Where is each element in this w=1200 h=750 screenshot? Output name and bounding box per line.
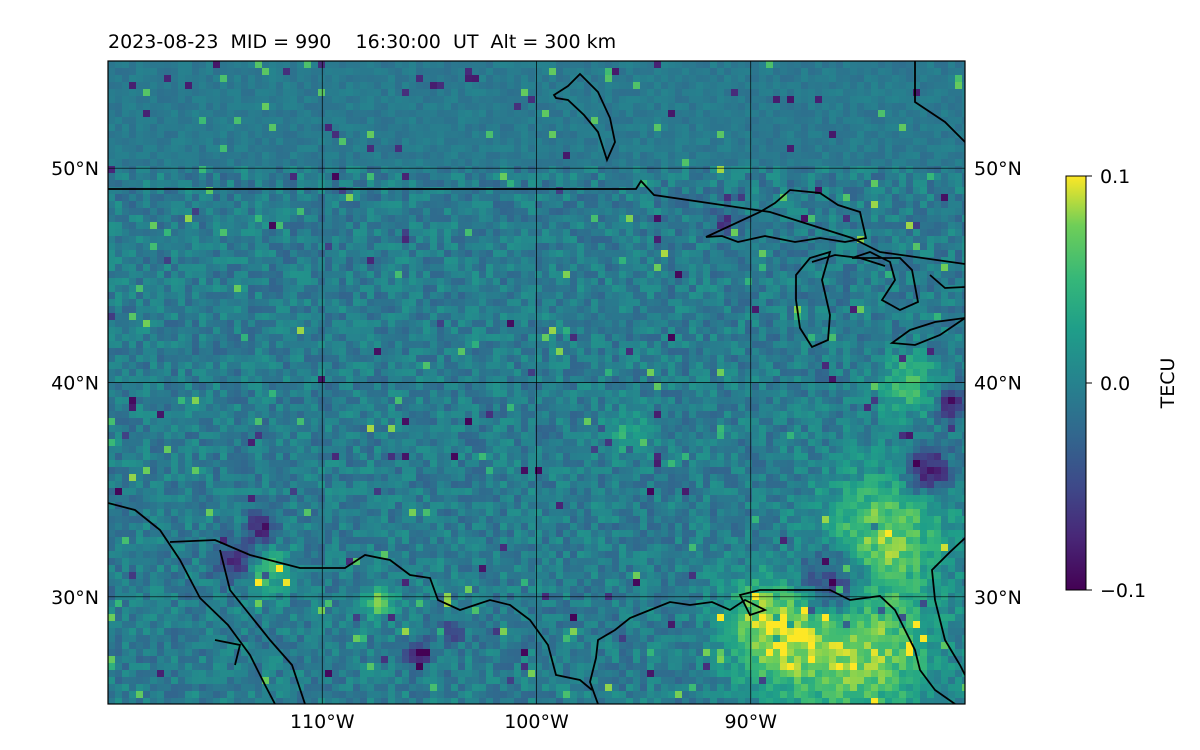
tec-heatmap <box>108 61 965 704</box>
gulf-of-california <box>219 549 306 704</box>
us-canada-border <box>108 179 965 265</box>
us-mexico-border <box>169 539 593 691</box>
colorbar-tick-label: 0.1 <box>1100 166 1130 188</box>
sw-coast <box>108 502 276 704</box>
y-tick-label-right: 30°N <box>974 587 1022 609</box>
colorbar-gradient <box>1065 175 1087 591</box>
colorbar-ticks: 0.1 0.0 −0.1 <box>1086 166 1146 602</box>
x-tick-label: 90°W <box>725 711 778 733</box>
colorbar-tick-label: −0.1 <box>1100 580 1146 602</box>
coastlines-and-borders <box>108 61 965 704</box>
y-tick-label-right: 50°N <box>974 158 1022 180</box>
baja-tip <box>214 639 242 666</box>
colorbar: 0.1 0.0 −0.1 TECU <box>1065 166 1179 602</box>
y-tick-label-left: 40°N <box>51 373 99 395</box>
hudson-bay-island <box>552 72 616 163</box>
colorbar-label: TECU <box>1157 358 1179 410</box>
gulf-coast <box>589 589 956 704</box>
y-tick-label-left: 50°N <box>51 158 99 180</box>
x-tick-label: 110°W <box>290 711 355 733</box>
x-tick-label: 100°W <box>504 711 569 733</box>
lake-huron <box>851 251 920 312</box>
map-title: 2023-08-23 MID = 990 16:30:00 UT Alt = 3… <box>108 31 616 53</box>
lake-michigan <box>795 250 832 349</box>
colorbar-tick-label: 0.0 <box>1100 373 1130 395</box>
atlantic-coast <box>931 537 965 676</box>
plot-frame <box>107 60 966 705</box>
y-tick-label-left: 30°N <box>51 587 99 609</box>
ne-coast <box>914 61 965 143</box>
x-tick-labels: 110°W 100°W 90°W <box>290 711 777 733</box>
upper-peninsula <box>811 254 886 267</box>
lake-erie <box>889 317 965 346</box>
y-tick-labels: 30°N 30°N 40°N 40°N 50°N 50°N <box>51 158 1022 609</box>
y-tick-label-right: 40°N <box>974 373 1022 395</box>
graticule <box>108 61 965 704</box>
lake-ontario <box>929 274 965 289</box>
lake-superior <box>705 189 868 243</box>
